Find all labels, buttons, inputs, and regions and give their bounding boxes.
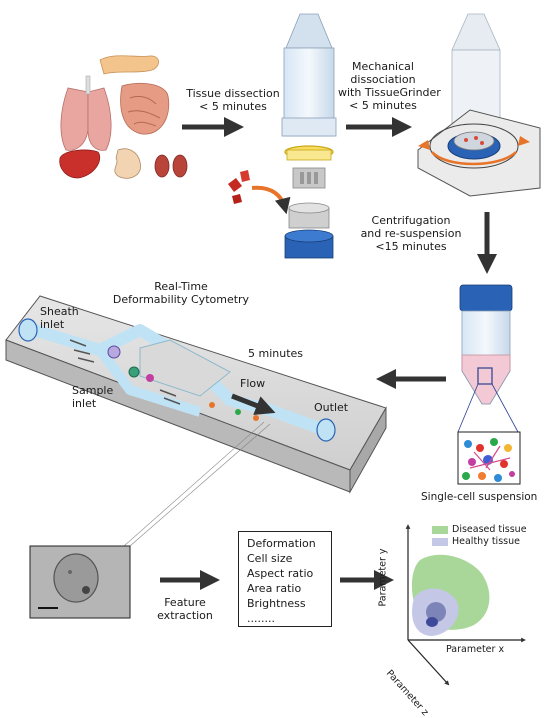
- legend-healthy-swatch: [432, 538, 448, 546]
- feature-item: Deformation: [247, 537, 316, 550]
- feature-item: Aspect ratio: [247, 567, 314, 580]
- rtdc-duration: 5 minutes: [248, 347, 304, 360]
- stomach-icon: [114, 148, 142, 179]
- organs-illustration: [59, 55, 188, 179]
- feature-item: Brightness: [247, 597, 306, 610]
- sheath-inlet-label: Sheath inlet: [40, 305, 79, 331]
- legend-healthy-label: Healthy tissue: [452, 536, 520, 547]
- tissue-grinder-stack: [281, 13, 337, 259]
- dissociation-label: Mechanical dissociation with TissueGrind…: [338, 60, 441, 112]
- legend-diseased-label: Diseased tissue: [452, 524, 527, 535]
- pancreas-icon: [99, 55, 159, 75]
- parameter-plot: [405, 524, 526, 686]
- tissuegrinder-device: [417, 13, 541, 197]
- feature-extraction-label: Feature extraction: [157, 596, 213, 622]
- outlet-icon: [316, 418, 336, 442]
- centrifugation-label: Centrifugation and re-suspension <15 min…: [360, 214, 462, 253]
- flow-label: Flow: [240, 377, 266, 390]
- axis-x-label: Parameter x: [446, 644, 505, 655]
- legend-diseased-swatch: [432, 526, 448, 534]
- suspension-label: Single-cell suspension: [421, 491, 538, 503]
- dissection-label: Tissue dissection < 5 minutes: [186, 87, 280, 113]
- feature-list: Deformation Cell size Aspect ratio Area …: [238, 531, 332, 627]
- sample-inlet-label: Sample inlet: [72, 384, 114, 410]
- liver-icon: [59, 149, 101, 179]
- cell-image: [29, 545, 131, 619]
- falcon-tube: [457, 284, 519, 433]
- tissue-insert-arrow: [251, 185, 291, 215]
- intestine-icon: [120, 82, 170, 135]
- feature-item: Area ratio: [247, 582, 302, 595]
- kidney-icon: [154, 154, 170, 178]
- rtdc-chip: [5, 295, 387, 547]
- axis-y-label: Parameter y: [377, 548, 389, 607]
- feature-item: Cell size: [247, 552, 293, 565]
- lungs-icon: [60, 87, 89, 151]
- tissue-pieces-icon: [228, 170, 250, 204]
- rtdc-title: Real-Time Deformability Cytometry: [112, 280, 250, 306]
- feature-item: ........: [247, 612, 275, 625]
- outlet-label: Outlet: [314, 401, 349, 414]
- single-cell-suspension-image: [457, 431, 521, 485]
- sheath-inlet-icon: [18, 318, 38, 342]
